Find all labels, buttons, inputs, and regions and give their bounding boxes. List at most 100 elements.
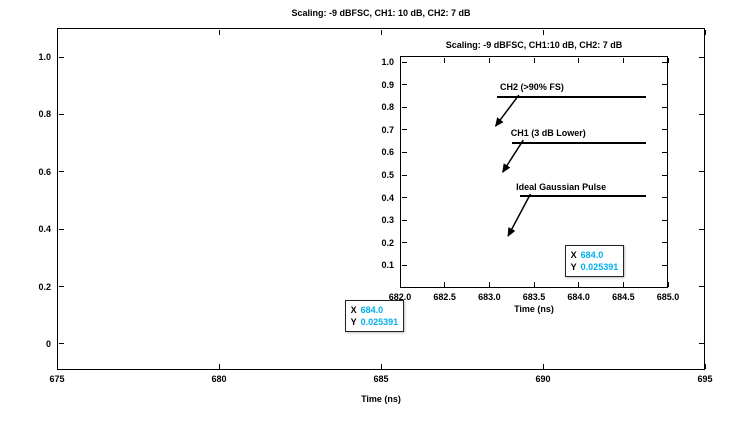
inset-y-tick-label: 0.3: [381, 215, 394, 226]
inset-y-tick-mark: [661, 84, 667, 86]
inset-x-tick-label: 683.0: [478, 292, 501, 302]
datatip-x-value: 684.0: [580, 250, 604, 261]
main-xaxis-label: Time (ns): [361, 394, 401, 404]
main-x-tick-label: 675: [49, 374, 65, 384]
main-y-tick-mark: [698, 343, 704, 345]
datatip-row: X 684.0: [351, 304, 399, 316]
inset-x-tick-mark: [533, 57, 535, 63]
inset-x-tick-mark: [444, 57, 446, 63]
main-x-tick-label: 685: [373, 374, 389, 384]
inset-y-tick-mark: [661, 61, 667, 63]
inset-y-tick-mark: [401, 242, 407, 244]
inset-x-tick-mark: [578, 281, 580, 287]
main-y-tick-mark: [58, 171, 64, 173]
inset-y-tick-label: 0.1: [381, 260, 394, 271]
inset-x-tick-label: 682.0: [388, 292, 412, 302]
main-x-tick-label: 695: [697, 374, 713, 384]
datatip-row: X 684.0: [571, 249, 619, 261]
inset-x-tick-mark: [667, 57, 669, 63]
inset-x-tick-mark: [578, 57, 580, 63]
inset-y-tick-label: 0.7: [381, 124, 394, 135]
main-y-tick-mark: [698, 228, 704, 230]
inset-y-tick-mark: [401, 219, 407, 221]
inset-x-tick-label: 682.5: [433, 292, 456, 302]
inset-y-tick-mark: [401, 106, 407, 108]
datatip-row: Y 0.025391: [571, 261, 619, 273]
inset-x-tick-mark: [444, 281, 446, 287]
inset-y-tick-mark: [401, 129, 407, 131]
inset-y-tick-label: 1.0: [381, 57, 394, 68]
inset-series-line: [519, 195, 646, 197]
inset-y-tick-mark: [661, 197, 667, 199]
main-x-tick-mark: [380, 29, 382, 35]
datatip-y-value: 0.025391: [580, 262, 619, 273]
inset-x-tick-mark: [667, 281, 669, 287]
inset-x-tick-label: 683.5: [522, 292, 546, 302]
inset-y-tick-mark: [401, 151, 407, 153]
main-x-tick-mark: [56, 29, 58, 35]
inset-x-tick-mark: [622, 57, 624, 63]
main-y-tick-label: 0.4: [38, 224, 51, 235]
main-y-tick-mark: [58, 113, 64, 115]
inset-y-tick-mark: [661, 174, 667, 176]
inset-y-tick-label: 0.9: [381, 79, 394, 90]
inset-series-line: [511, 142, 646, 144]
main-x-tick-mark: [704, 363, 706, 369]
datatip-x-value: 684.0: [360, 304, 384, 315]
inset-y-tick-mark: [661, 219, 667, 221]
inset-y-tick-mark: [401, 264, 407, 266]
inset-datatip[interactable]: X 684.0 Y 0.025391: [564, 245, 625, 278]
main-y-tick-label: 0.6: [38, 166, 51, 177]
main-datatip[interactable]: X 684.0 Y 0.025391: [344, 299, 405, 332]
inset-xaxis-label: Time (ns): [514, 304, 554, 314]
annotation-label: CH2 (>90% FS): [500, 82, 564, 93]
datatip-x-label: X: [350, 304, 357, 315]
main-chart-title: Scaling: -9 dBFSC, CH1: 10 dB, CH2: 7 dB: [291, 8, 471, 18]
inset-x-tick-mark: [399, 57, 401, 63]
inset-series-line: [497, 96, 646, 98]
inset-y-tick-mark: [661, 106, 667, 108]
main-x-tick-mark: [542, 29, 544, 35]
main-y-tick-label: 0.8: [38, 109, 51, 120]
main-y-tick-mark: [698, 113, 704, 115]
inset-y-tick-mark: [661, 242, 667, 244]
datatip-y-label: Y: [570, 262, 577, 273]
main-y-tick-mark: [58, 343, 64, 345]
annotation-label: CH1 (3 dB Lower): [510, 127, 586, 138]
annotation-label: Ideal Gaussian Pulse: [516, 181, 607, 192]
datatip-y-label: Y: [350, 316, 357, 327]
inset-x-tick-mark: [622, 281, 624, 287]
inset-y-tick-mark: [661, 264, 667, 266]
inset-y-tick-mark: [401, 84, 407, 86]
main-x-tick-mark: [380, 363, 382, 369]
datatip-row: Y 0.025391: [351, 316, 399, 328]
datatip-y-value: 0.025391: [360, 316, 399, 327]
inset-x-tick-label: 684.5: [612, 292, 635, 302]
main-y-tick-mark: [58, 228, 64, 230]
inset-y-tick-mark: [401, 174, 407, 176]
inset-x-tick-label: 684.0: [567, 292, 590, 302]
main-x-tick-mark: [56, 363, 58, 369]
main-x-tick-label: 680: [211, 374, 227, 384]
main-y-tick-mark: [58, 286, 64, 288]
inset-x-tick-label: 685.0: [656, 292, 680, 302]
inset-x-tick-mark: [488, 281, 490, 287]
main-y-tick-mark: [698, 56, 704, 58]
inset-y-tick-mark: [661, 151, 667, 153]
main-x-tick-mark: [218, 363, 220, 369]
main-y-tick-mark: [58, 56, 64, 58]
main-y-tick-label: 0: [45, 338, 51, 349]
inset-y-tick-mark: [401, 197, 407, 199]
inset-y-tick-label: 0.4: [381, 192, 394, 203]
main-y-tick-label: 0.2: [38, 281, 51, 292]
inset-chart-title: Scaling: -9 dBFSC, CH1:10 dB, CH2: 7 dB: [445, 40, 623, 50]
inset-y-tick-label: 0.2: [381, 237, 394, 248]
main-y-tick-mark: [698, 171, 704, 173]
inset-y-tick-mark: [401, 61, 407, 63]
inset-y-tick-mark: [661, 129, 667, 131]
inset-y-tick-label: 0.5: [381, 170, 394, 181]
inset-x-tick-mark: [399, 281, 401, 287]
inset-y-tick-label: 0.6: [381, 147, 394, 158]
main-x-tick-mark: [218, 29, 220, 35]
